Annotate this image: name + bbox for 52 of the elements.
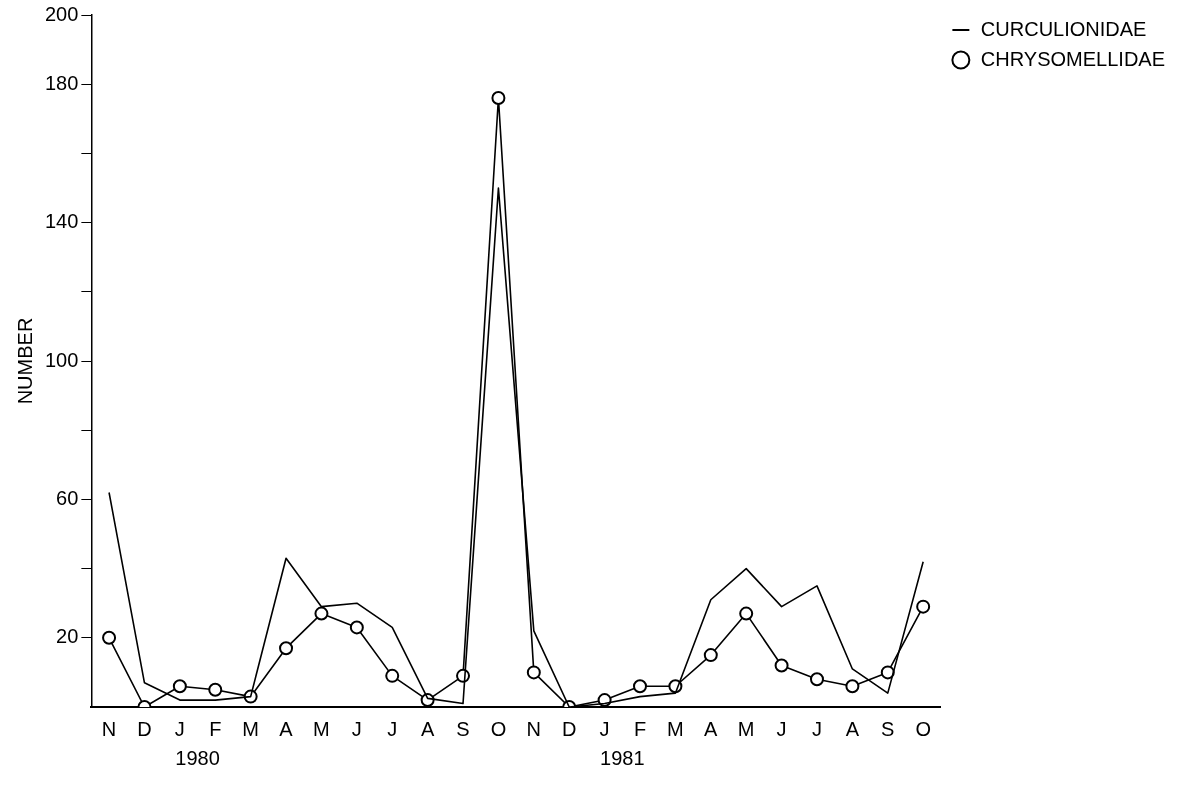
y-tick-label: 20 [56, 625, 79, 648]
x-tick-label: N [526, 717, 542, 740]
point [880, 665, 895, 680]
x-tick-label: N [101, 717, 117, 740]
y-tick-label: 200 [44, 2, 79, 25]
point [314, 606, 329, 621]
point [208, 682, 223, 697]
x-tick-label: M [667, 717, 684, 740]
x-tick-label: J [776, 717, 787, 740]
x-tick-label: J [174, 717, 185, 740]
point [809, 672, 824, 687]
x-tick-label: A [279, 717, 294, 740]
text: 1981 [600, 746, 645, 769]
y-tick-label: 180 [44, 71, 79, 94]
legend-label: CURCULIONIDAE [980, 17, 1147, 40]
x-tick-label: A [845, 717, 860, 740]
x-tick-label: J [811, 717, 822, 740]
text: 1980 [175, 746, 220, 769]
x-tick-label: M [242, 717, 259, 740]
x-tick-label: J [351, 717, 362, 740]
y-tick-label: 60 [56, 486, 79, 509]
x-tick-label: M [737, 717, 755, 740]
point [633, 679, 648, 694]
point [739, 606, 754, 621]
x-tick-label: M [313, 717, 330, 740]
x-tick-label: D [137, 717, 152, 740]
point [526, 665, 541, 680]
point [102, 630, 117, 645]
x-tick-label: F [633, 717, 647, 740]
point [491, 91, 506, 106]
point [385, 668, 400, 683]
point [703, 648, 718, 663]
x-tick-label: D [561, 717, 577, 740]
x-tick-label: O [915, 717, 931, 740]
x-tick-label: A [420, 717, 435, 740]
point [279, 641, 294, 656]
x-tick-label: S [881, 717, 895, 740]
point [845, 679, 860, 694]
y-tick-label: 100 [44, 348, 79, 371]
y-axis-title: NUMBER [13, 317, 36, 405]
point [349, 620, 364, 635]
x-tick-label: A [704, 717, 719, 740]
x-tick-label: S [456, 717, 470, 740]
point [774, 658, 789, 673]
x-tick-label: J [599, 717, 610, 740]
x-tick-label: F [209, 717, 222, 740]
legend-label: CHRYSOMELLIDAE [980, 47, 1166, 70]
point [916, 599, 931, 614]
x-tick-label: O [490, 717, 507, 740]
x-tick-label: J [387, 717, 398, 740]
y-tick-label: 140 [44, 210, 79, 233]
point [172, 679, 187, 694]
